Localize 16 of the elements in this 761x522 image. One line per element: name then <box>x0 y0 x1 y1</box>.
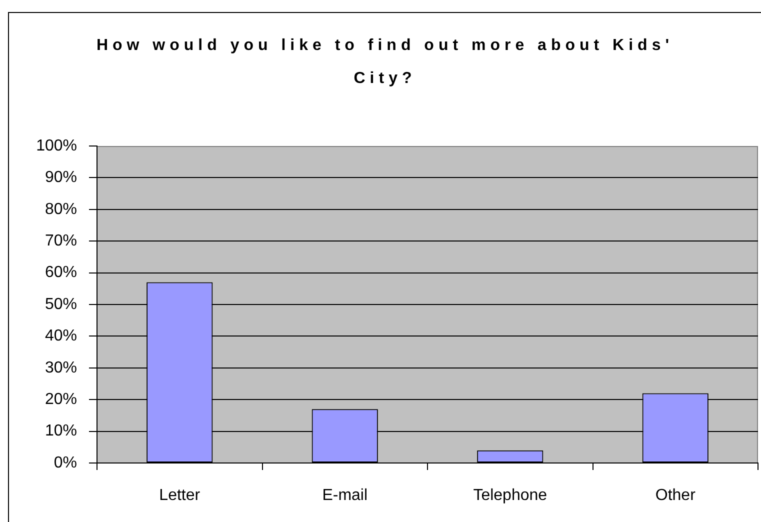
x-tick-label: Other <box>655 487 696 504</box>
x-tick-label: Letter <box>159 487 201 504</box>
y-tick-label: 60% <box>44 264 77 282</box>
y-tick-label: 70% <box>44 232 77 250</box>
y-tick-label: 50% <box>44 296 77 313</box>
y-tick-label: 10% <box>44 422 77 440</box>
y-tick-label: 30% <box>44 359 77 376</box>
y-tick-label: 80% <box>44 200 77 218</box>
y-tick-label: 20% <box>44 391 77 408</box>
x-tick-label: E-mail <box>322 487 368 504</box>
y-tick-label: 40% <box>44 328 77 345</box>
x-tick-label: Telephone <box>473 487 548 504</box>
y-tick-label: 90% <box>44 169 77 186</box>
y-tick-label: 0% <box>54 454 77 472</box>
chart-title: How would you like to find out more about Kids' City? <box>95 36 675 89</box>
y-tick-label: 100% <box>36 137 77 154</box>
